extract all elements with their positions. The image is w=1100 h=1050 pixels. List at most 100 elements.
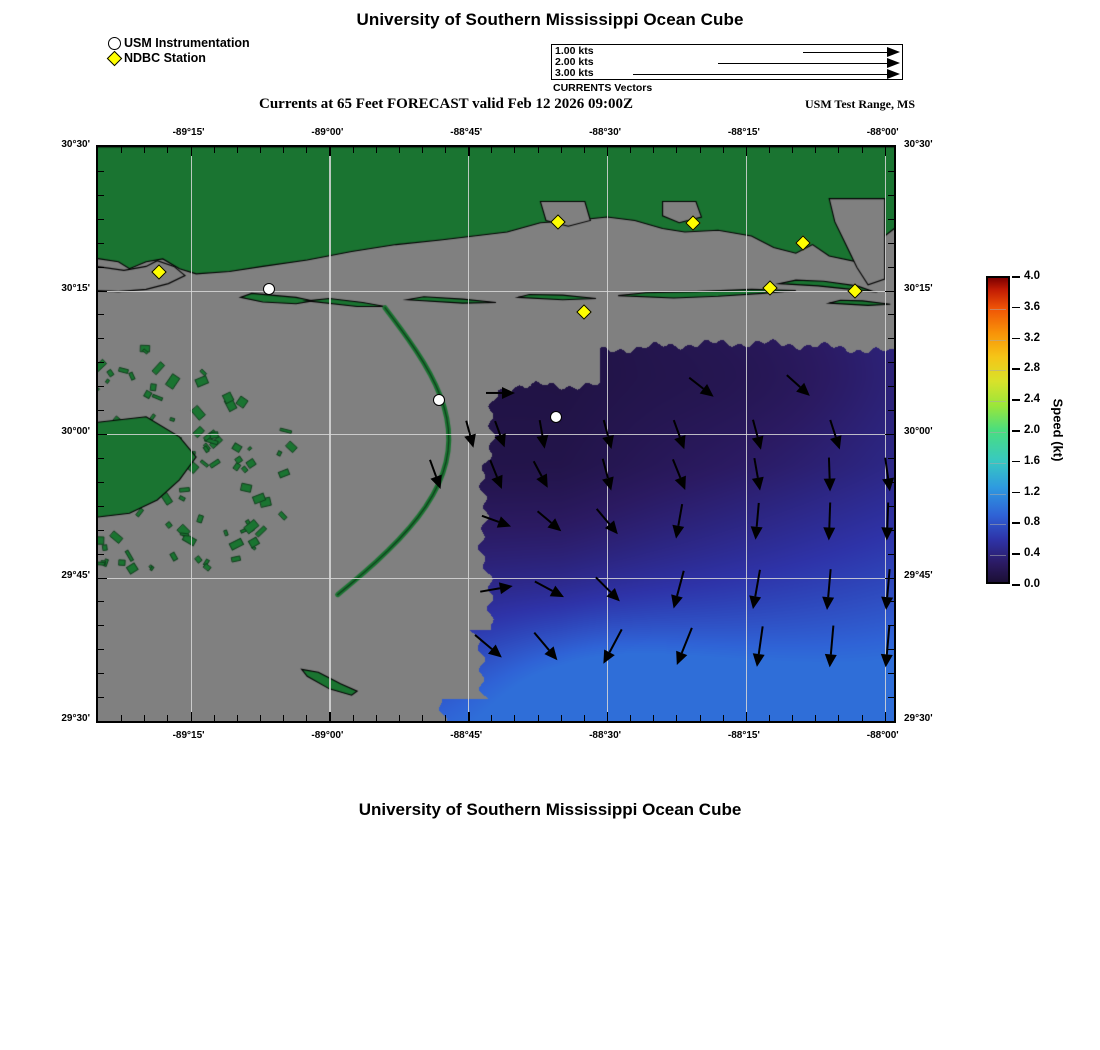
map-gridline-horizontal — [98, 434, 894, 436]
axis-tick — [398, 715, 400, 721]
axis-label-lon-bottom: -88°15' — [727, 730, 760, 741]
axis-tick — [607, 147, 609, 156]
axis-tick — [98, 457, 104, 459]
axis-tick — [745, 147, 748, 156]
colorbar-band-separator — [990, 432, 1006, 433]
axis-tick — [583, 147, 585, 153]
axis-tick — [375, 715, 377, 721]
axis-tick — [329, 147, 331, 156]
axis-tick — [815, 715, 817, 721]
axis-tick — [98, 673, 104, 675]
axis-tick — [769, 715, 770, 721]
colorbar-band-separator — [990, 493, 1006, 495]
vector-scale-legend: 1.00 kts 2.00 kts 3.00 kts — [551, 44, 903, 80]
colorbar-tick — [1012, 337, 1020, 340]
usm-instrumentation-marker[interactable] — [549, 410, 562, 423]
current-vector-arrow — [880, 502, 894, 541]
usm-instrumentation-marker[interactable] — [432, 393, 445, 406]
vector-legend-label: 1.00 kts — [555, 45, 594, 57]
axis-tick — [888, 649, 894, 651]
axis-tick — [236, 147, 238, 153]
axis-label-lon-bottom: -89°00' — [311, 730, 344, 741]
vector-legend-shaft — [803, 52, 888, 54]
colorbar-gradient — [986, 276, 1010, 584]
axis-tick — [491, 147, 493, 153]
colorbar-band-separator — [990, 524, 1006, 526]
axis-tick — [888, 362, 894, 364]
axis-tick — [98, 194, 104, 196]
axis-tick — [653, 147, 655, 153]
axis-label-lon-bottom: -88°00' — [866, 730, 899, 741]
axis-tick — [514, 147, 516, 153]
usm-instrumentation-marker[interactable] — [263, 282, 276, 295]
circle-marker-icon — [108, 37, 121, 50]
axis-tick — [421, 147, 423, 153]
colorbar-band-separator — [990, 308, 1006, 310]
axis-tick — [468, 147, 470, 156]
colorbar-tick-label: 0.8 — [1024, 516, 1040, 529]
axis-tick — [259, 715, 261, 721]
axis-label-lat-right: 30°15' — [904, 282, 933, 294]
colorbar-title: Speed (kt) — [1050, 398, 1066, 462]
axis-tick — [630, 147, 632, 153]
axis-tick — [167, 147, 169, 153]
axis-tick — [884, 147, 887, 156]
axis-tick — [630, 715, 632, 721]
map-gridline-horizontal — [98, 577, 894, 579]
vector-legend-caption: CURRENTS Vectors — [553, 82, 653, 94]
axis-tick — [259, 147, 261, 153]
colorbar-tick — [1012, 460, 1020, 463]
colorbar-band-separator — [990, 462, 1006, 464]
axis-tick — [888, 625, 894, 627]
colorbar-tick-label: 0.0 — [1024, 578, 1040, 590]
axis-label-lat-left: 30°15' — [61, 282, 90, 294]
axis-tick — [98, 505, 104, 507]
axis-label-lon-top: -88°15' — [727, 127, 760, 138]
colorbar-tick-label: 1.2 — [1024, 485, 1040, 498]
axis-tick — [98, 625, 104, 627]
map-canvas[interactable] — [96, 145, 896, 723]
axis-tick — [98, 242, 104, 244]
vector-legend-row: 2.00 kts — [552, 57, 902, 69]
vector-legend-shaft — [718, 63, 888, 65]
axis-tick — [888, 338, 894, 340]
axis-tick — [861, 715, 863, 721]
axis-tick — [445, 715, 447, 721]
axis-tick — [888, 553, 894, 555]
axis-tick — [888, 457, 894, 459]
axis-tick — [888, 314, 894, 316]
axis-tick — [98, 529, 104, 531]
axis-tick — [888, 505, 894, 507]
colorbar-band-separator — [990, 401, 1006, 403]
current-vector-arrow — [822, 502, 836, 541]
forecast-subtitle: Currents at 65 Feet FORECAST valid Feb 1… — [258, 96, 634, 112]
axis-tick — [888, 697, 894, 699]
axis-tick — [888, 170, 894, 172]
colorbar-tick-label: 2.8 — [1024, 362, 1040, 375]
axis-tick — [815, 147, 817, 153]
axis-label-lon-bottom: -88°45' — [450, 730, 483, 741]
axis-label-lat-right: 30°00' — [904, 426, 933, 437]
axis-tick — [144, 715, 146, 721]
axis-label-lon-top: -89°15' — [172, 127, 205, 138]
axis-label-lon-top: -88°45' — [450, 127, 483, 138]
vector-legend-row: 1.00 kts — [552, 45, 902, 58]
axis-tick — [888, 673, 894, 675]
axis-tick — [98, 386, 104, 388]
vector-legend-shaft — [633, 74, 888, 76]
colorbar-tick — [1012, 276, 1020, 278]
axis-tick — [283, 147, 285, 153]
map-gridline-horizontal — [98, 290, 894, 292]
axis-tick — [607, 712, 609, 721]
axis-tick — [144, 147, 146, 153]
axis-tick — [98, 266, 104, 268]
map-inner — [98, 147, 894, 721]
legend-label-ndbc: NDBC Station — [124, 51, 206, 65]
axis-label-lat-left: 30°00' — [61, 426, 90, 437]
axis-tick — [888, 386, 894, 388]
axis-tick — [98, 649, 104, 651]
axis-label-lat-right: 29°45' — [904, 569, 933, 581]
colorbar-tick — [1012, 553, 1020, 555]
footer-title: University of Southern Mississippi Ocean… — [358, 800, 742, 819]
axis-tick — [888, 529, 894, 531]
